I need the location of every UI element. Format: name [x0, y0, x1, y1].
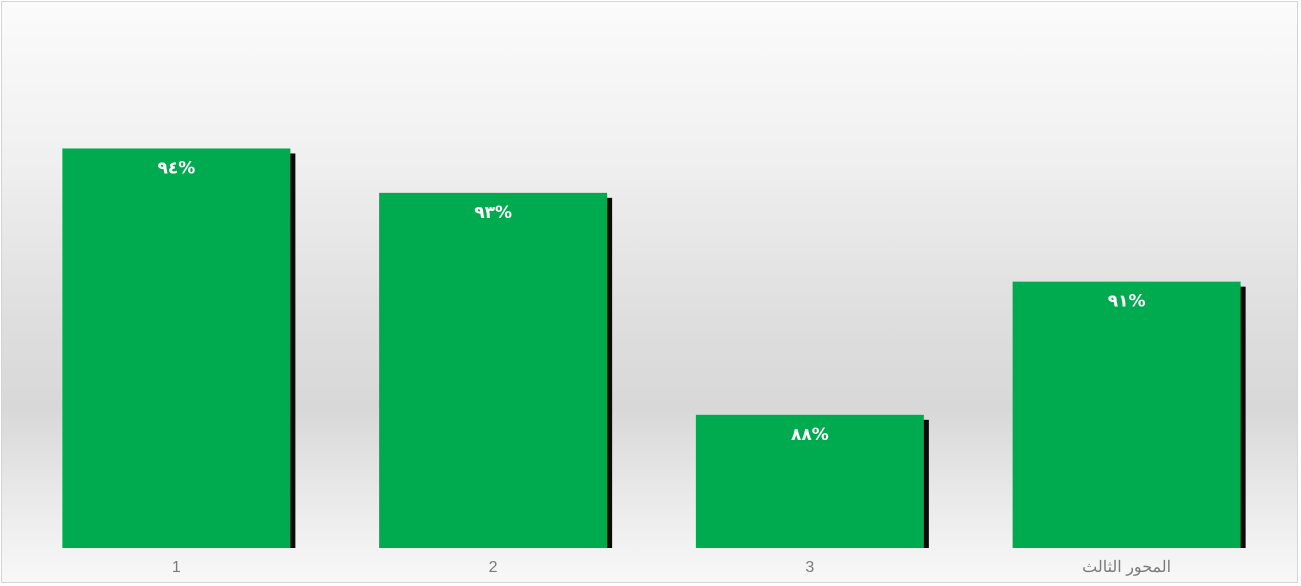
x-tick-label-2: 2 — [489, 559, 498, 576]
data-label-3: ٨٨% — [791, 425, 829, 445]
data-label-1: ٩٤% — [157, 158, 195, 178]
x-tick-label-1: 1 — [172, 559, 181, 576]
x-tick-label-4: المحور الثالث — [1082, 559, 1171, 576]
bar-4[interactable] — [1012, 281, 1241, 548]
bar-2[interactable] — [379, 192, 608, 549]
data-label-2: ٩٣% — [474, 203, 512, 223]
data-label-4: ٩١% — [1108, 292, 1146, 312]
bar-1[interactable] — [62, 148, 291, 548]
x-tick-label-3: 3 — [805, 559, 814, 576]
bar-3[interactable] — [695, 414, 924, 548]
